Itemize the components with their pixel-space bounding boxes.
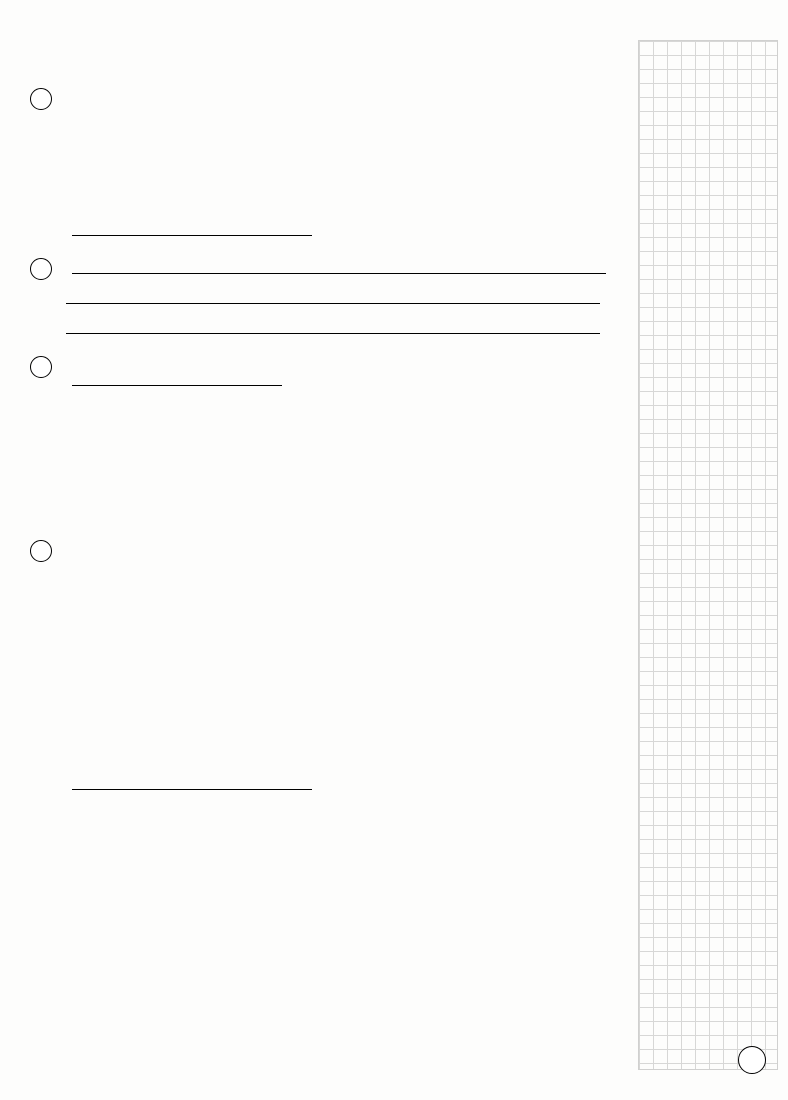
ruler-2div [218,153,448,208]
answer-line [66,372,426,386]
question-number [30,540,52,562]
ruler-10div [342,90,572,145]
answer-line [66,222,600,236]
question-number [30,88,52,110]
answer-blank[interactable] [72,776,312,790]
question-number [30,258,52,280]
answer-line [66,776,600,790]
ruler-5div [94,90,324,145]
question-2 [50,260,600,334]
answer-blank[interactable] [72,372,282,386]
answer-blank[interactable] [72,222,312,236]
answer-line [66,260,600,274]
answer-blank-line[interactable] [66,320,600,334]
rulers-row-2 [66,153,600,208]
question-number [30,356,52,378]
answer-blank[interactable] [72,260,606,274]
page-number [738,1046,766,1074]
question-1 [50,90,600,236]
rulers-row-1 [66,90,600,145]
speedometer [440,358,600,518]
velocity-chart [118,542,548,762]
question-4 [50,542,600,790]
question-3 [50,358,600,518]
page [0,0,640,844]
grid-margin [638,40,778,1070]
answer-blank-line[interactable] [66,290,600,304]
chart-container [66,542,600,762]
